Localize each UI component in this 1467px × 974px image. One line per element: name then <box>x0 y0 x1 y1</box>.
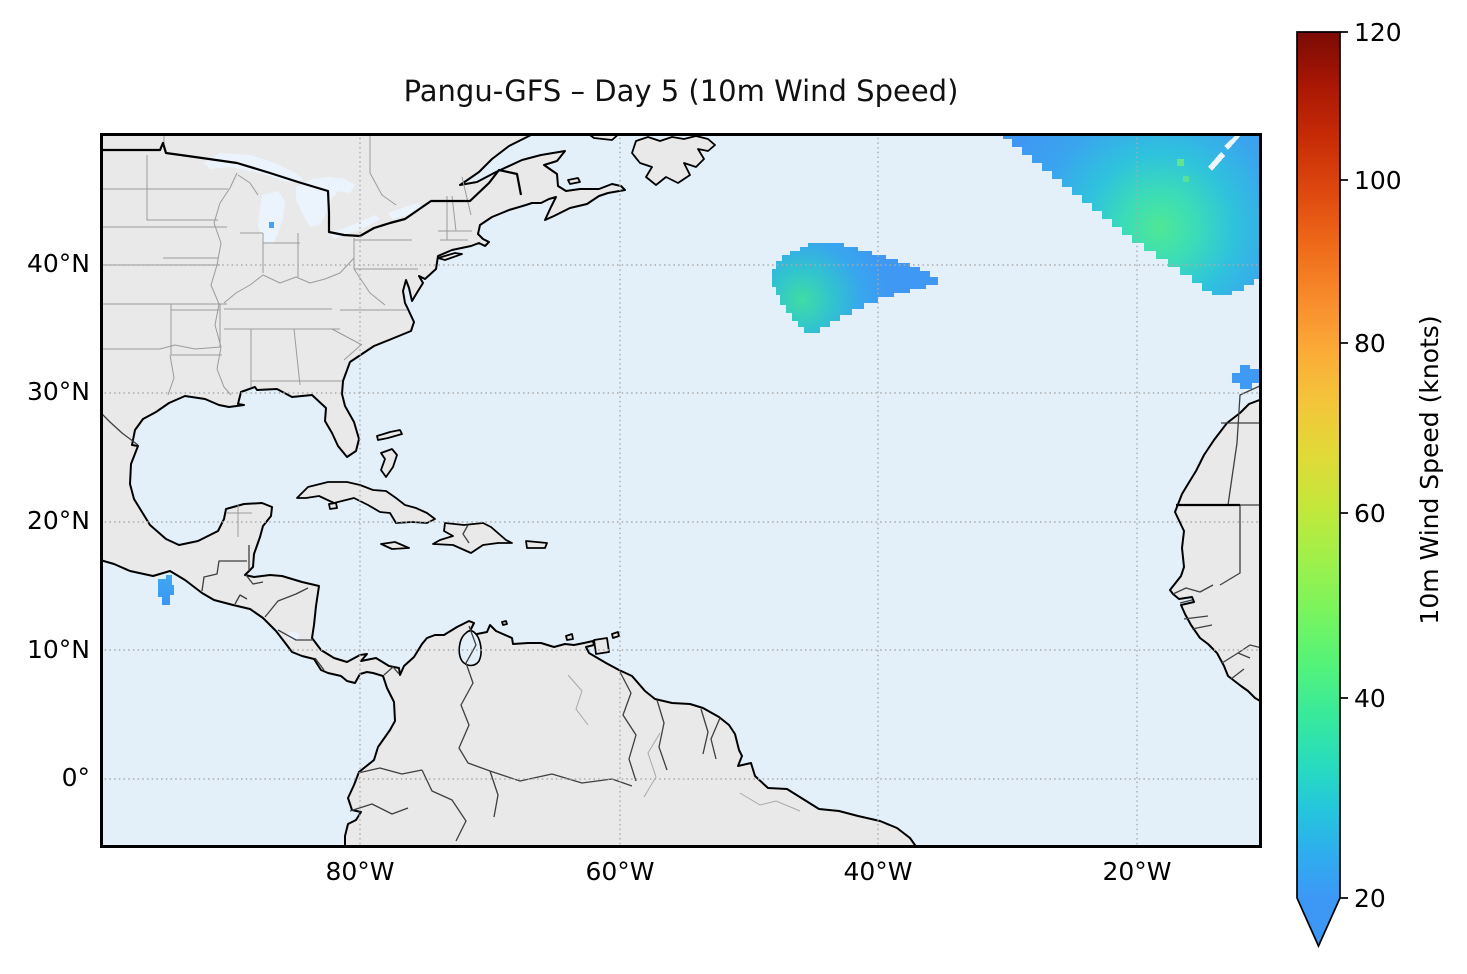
lake-nicaragua <box>287 631 299 641</box>
wind-speed-field <box>158 133 1262 605</box>
cb-tick-40: 40 <box>1354 684 1386 713</box>
y-tick-30n: 30°N <box>26 377 90 406</box>
wind-patch-northeast-atlantic <box>1003 133 1262 295</box>
island-puerto-rico <box>525 540 548 549</box>
lake-maracaibo <box>458 629 482 667</box>
gridlines <box>100 133 1262 848</box>
island-tobago <box>611 631 620 639</box>
island-isle-of-youth <box>328 502 338 510</box>
y-tick-10n: 10°N <box>26 635 90 664</box>
wind-green-speck-1 <box>1177 159 1184 166</box>
wind-patch-tehuantepec <box>158 575 174 605</box>
y-tick-20n: 20°N <box>26 506 90 535</box>
island-hispaniola <box>432 522 513 554</box>
cb-tick-60: 60 <box>1354 499 1386 528</box>
island-newfoundland <box>631 135 716 186</box>
americas-landmass <box>100 133 918 848</box>
island-trinidad <box>593 637 610 655</box>
colorbar: 120 100 80 60 40 20 10m Wind Speed (knot… <box>1296 18 1444 949</box>
y-tick-0: 0° <box>61 763 90 792</box>
map-plot-area <box>100 133 1262 848</box>
africa-landmass <box>1169 398 1262 703</box>
thick-international-borders <box>100 141 1240 507</box>
axes-frame <box>100 133 1262 848</box>
island-cuba <box>296 481 436 524</box>
colorbar-ticks <box>1340 31 1348 899</box>
island-bahamas-north <box>376 429 403 441</box>
state-borders <box>100 133 472 537</box>
cb-tick-20: 20 <box>1354 884 1386 913</box>
x-tick-20w: 20°W <box>1102 857 1172 886</box>
island-pei <box>567 177 581 185</box>
caribbean-and-atlantic-islands <box>296 133 716 655</box>
wind-patch-mid-atlantic <box>772 243 938 333</box>
wind-patch-morocco-coast <box>1232 365 1262 389</box>
island-bahamas-andros <box>380 448 398 478</box>
x-tick-60w: 60°W <box>585 857 655 886</box>
colorbar-gradient-bar <box>1296 31 1341 949</box>
lake-huron <box>296 177 355 227</box>
x-tick-80w: 80°W <box>325 857 395 886</box>
island-long-island <box>437 252 463 261</box>
wind-masked-white-streak-2 <box>1208 152 1225 171</box>
colorbar-axis-label: 10m Wind Speed (knots) <box>1415 315 1444 624</box>
wind-pixel-lake-michigan <box>269 222 274 228</box>
wind-masked-white-streak-1 <box>1224 133 1243 150</box>
cb-tick-80: 80 <box>1354 329 1386 358</box>
y-tick-40n: 40°N <box>26 249 90 278</box>
lake-ontario <box>388 203 422 219</box>
interior-light-lines <box>567 674 801 812</box>
lake-erie <box>329 215 380 239</box>
island-margarita <box>565 633 574 641</box>
island-jamaica <box>380 541 410 550</box>
country-borders <box>100 384 1262 842</box>
lake-michigan <box>258 191 285 245</box>
cb-tick-100: 100 <box>1354 166 1402 195</box>
island-curacao <box>501 620 508 626</box>
x-tick-40w: 40°W <box>843 857 913 886</box>
plot-title: Pangu-GFS – Day 5 (10m Wind Speed) <box>403 74 959 108</box>
wind-green-speck-2 <box>1183 176 1189 182</box>
cb-tick-120: 120 <box>1354 18 1402 47</box>
